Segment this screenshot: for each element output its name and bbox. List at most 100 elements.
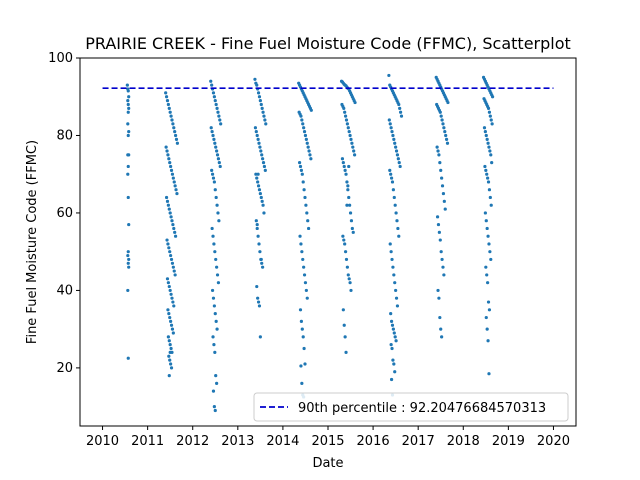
data-point	[214, 102, 218, 107]
data-point	[170, 327, 175, 331]
data-point	[299, 319, 303, 324]
data-point	[212, 304, 216, 308]
data-point	[445, 141, 450, 145]
data-point	[438, 238, 442, 242]
data-point	[306, 219, 310, 223]
data-point	[256, 234, 260, 238]
data-point	[168, 288, 172, 293]
data-point	[166, 335, 170, 339]
data-point	[167, 374, 171, 378]
data-point	[343, 335, 347, 339]
x-tick-label: 2015	[311, 434, 344, 449]
data-point	[262, 211, 266, 215]
data-point	[342, 164, 346, 169]
data-point	[164, 195, 169, 200]
data-point	[167, 157, 171, 161]
data-point	[165, 199, 170, 203]
data-point	[211, 234, 215, 238]
data-point	[213, 99, 217, 103]
data-point	[437, 153, 441, 157]
y-tick-label: 100	[48, 51, 73, 66]
data-point	[486, 180, 491, 184]
x-tick-label: 2012	[176, 434, 209, 449]
data-point	[484, 315, 488, 320]
data-point	[341, 234, 345, 238]
data-point	[346, 188, 350, 192]
data-point	[298, 234, 302, 238]
data-point	[389, 250, 393, 254]
data-point	[487, 110, 492, 114]
x-tick-label: 2017	[402, 434, 435, 449]
data-point	[256, 180, 260, 184]
data-point	[127, 130, 131, 134]
data-point	[488, 250, 492, 254]
data-point	[397, 234, 401, 238]
data-point	[217, 219, 221, 223]
data-point	[389, 319, 394, 324]
data-point	[164, 95, 169, 99]
data-point	[255, 222, 259, 227]
data-point	[344, 172, 348, 176]
data-point	[484, 168, 488, 172]
data-point	[341, 308, 345, 312]
data-point	[444, 137, 449, 141]
data-point	[343, 242, 347, 246]
data-point	[258, 99, 262, 103]
data-point	[214, 195, 218, 200]
data-point	[169, 168, 174, 172]
data-point	[260, 261, 264, 265]
data-point	[486, 300, 491, 304]
data-point	[443, 130, 447, 134]
data-point	[166, 203, 170, 207]
chart-title: PRAIRIE CREEK - Fine Fuel Moisture Code …	[85, 34, 571, 53]
data-point	[210, 288, 215, 293]
data-point	[261, 157, 265, 161]
data-point	[261, 110, 265, 114]
data-point	[261, 265, 265, 269]
data-point	[440, 184, 445, 188]
data-point	[300, 118, 304, 122]
data-point	[398, 164, 402, 169]
data-point	[215, 203, 219, 207]
data-point	[213, 250, 217, 254]
data-point	[302, 188, 306, 192]
data-point	[304, 137, 308, 141]
data-point	[257, 141, 261, 145]
data-point	[215, 381, 219, 385]
data-point	[215, 149, 219, 153]
data-point	[388, 168, 392, 172]
data-point	[168, 343, 172, 347]
data-point	[398, 106, 402, 110]
x-axis: 2010 2011 2012 2013 2014 2015 2016 2017 2018 2019…	[86, 426, 570, 449]
data-point	[490, 95, 495, 99]
data-point	[304, 203, 308, 207]
data-point	[394, 145, 398, 149]
x-tick-label: 2019	[492, 434, 525, 449]
data-point	[387, 118, 391, 122]
data-point	[389, 312, 393, 316]
data-point	[348, 211, 353, 215]
data-point	[166, 281, 170, 285]
data-point	[126, 89, 130, 93]
data-point	[487, 308, 492, 312]
x-axis-label: Date	[312, 456, 343, 471]
data-point	[302, 273, 307, 277]
data-point	[166, 308, 170, 312]
data-point	[302, 265, 306, 269]
data-point	[213, 350, 217, 354]
data-point	[487, 242, 491, 246]
data-point	[341, 160, 345, 165]
data-point	[394, 296, 399, 300]
data-point	[173, 133, 178, 138]
data-point	[170, 261, 175, 265]
data-point	[395, 153, 400, 157]
data-point	[438, 160, 442, 165]
data-point	[352, 149, 356, 153]
data-point	[440, 257, 444, 262]
data-point	[126, 133, 130, 138]
data-point	[173, 230, 177, 234]
data-point	[218, 118, 222, 122]
data-point	[210, 130, 214, 134]
data-point	[485, 226, 489, 231]
data-point	[169, 164, 173, 169]
